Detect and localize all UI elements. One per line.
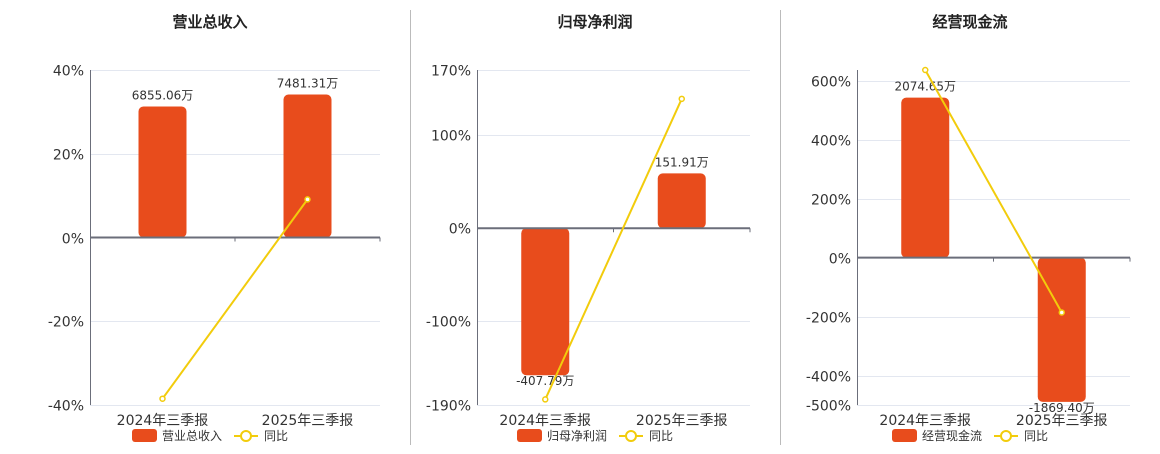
bar-2025年三季报 [1037,257,1086,402]
bar-data-label: 7481.31万 [277,77,339,91]
chart-title: 归母净利润 [557,13,632,31]
legend-bar-label: 营业总收入 [162,429,222,443]
chart-panel-2: 归母净利润 170% 100% 0% -100% -190% -407.79万 2024年三季… [426,13,751,443]
x-category-label: 2024年三季报 [117,413,209,429]
x-category-label: 2024年三季报 [499,413,591,429]
chart-panel-3: 经营现金流 600% 400% 200% 0% -200% -400% -500% 2074.6… [806,13,1131,443]
y-tick-label: -100% [426,315,471,331]
line-point-2025年三季报 [304,196,311,203]
legend-line-marker-icon [625,430,637,442]
legend-bar-label: 归母净利润 [547,429,607,443]
y-tick-label: 200% [811,193,851,209]
y-tick-label: 20% [53,148,84,164]
y-tick-label: -20% [48,315,84,331]
line-point-2025年三季报 [678,95,685,103]
y-tick-label: 400% [811,134,851,150]
x-category-label: 2025年三季报 [636,413,728,429]
chart-title: 经营现金流 [932,13,1007,31]
bar-2025年三季报 [657,173,706,229]
line-point-2025年三季报 [1058,309,1065,316]
y-tick-label: 0% [62,232,84,248]
y-tick-label: -190% [426,399,471,415]
bar-data-label: 6855.06万 [132,88,194,102]
legend-line-label: 同比 [1024,429,1048,443]
y-tick-label: -500% [806,399,851,415]
y-tick-label: 170% [431,64,471,80]
bar-data-label: 151.91万 [655,155,709,169]
y-tick-label: 600% [811,75,851,91]
y-tick-label: 40% [53,64,84,80]
legend-line-marker-icon [1000,430,1012,442]
bar-data-label: -407.79万 [516,374,574,388]
y-tick-label: 100% [431,129,471,145]
line-point-2024年三季报 [159,395,166,402]
bar-2024年三季报 [138,106,187,238]
y-tick-label: 0% [829,252,851,268]
y-tick-label: 0% [449,222,471,238]
chart-panel-1: 营业总收入 40% 20% 0% -20% -40% 6855.06万 2024年三季报 748… [48,13,381,443]
line-point-2024年三季报 [922,66,929,74]
bar-data-label: -1869.40万 [1029,401,1095,415]
x-category-label: 2025年三季报 [1016,413,1108,429]
line-point-2024年三季报 [542,396,549,403]
legend-bar-label: 经营现金流 [922,428,982,443]
line-series-yoy [161,198,309,400]
bar-2024年三季报 [901,97,950,258]
bar-2025年三季报 [283,94,332,238]
bar-2024年三季报 [521,228,570,376]
legend-line-label: 同比 [649,429,673,443]
legend-bar-swatch [517,429,542,442]
x-category-label: 2024年三季报 [879,413,971,429]
line-series-yoy [924,69,1063,313]
chart-title: 营业总收入 [172,13,247,31]
bar-data-label: 2074.65万 [894,80,956,94]
legend-bar-swatch [132,429,157,442]
legend-bar-swatch [892,429,917,442]
y-tick-label: -400% [806,370,851,386]
legend-line-marker-icon [240,430,252,442]
line-series-yoy [544,98,683,400]
y-tick-label: -40% [48,399,84,415]
legend-line-label: 同比 [264,429,288,443]
x-category-label: 2025年三季报 [262,413,354,429]
y-tick-label: -200% [806,311,851,327]
